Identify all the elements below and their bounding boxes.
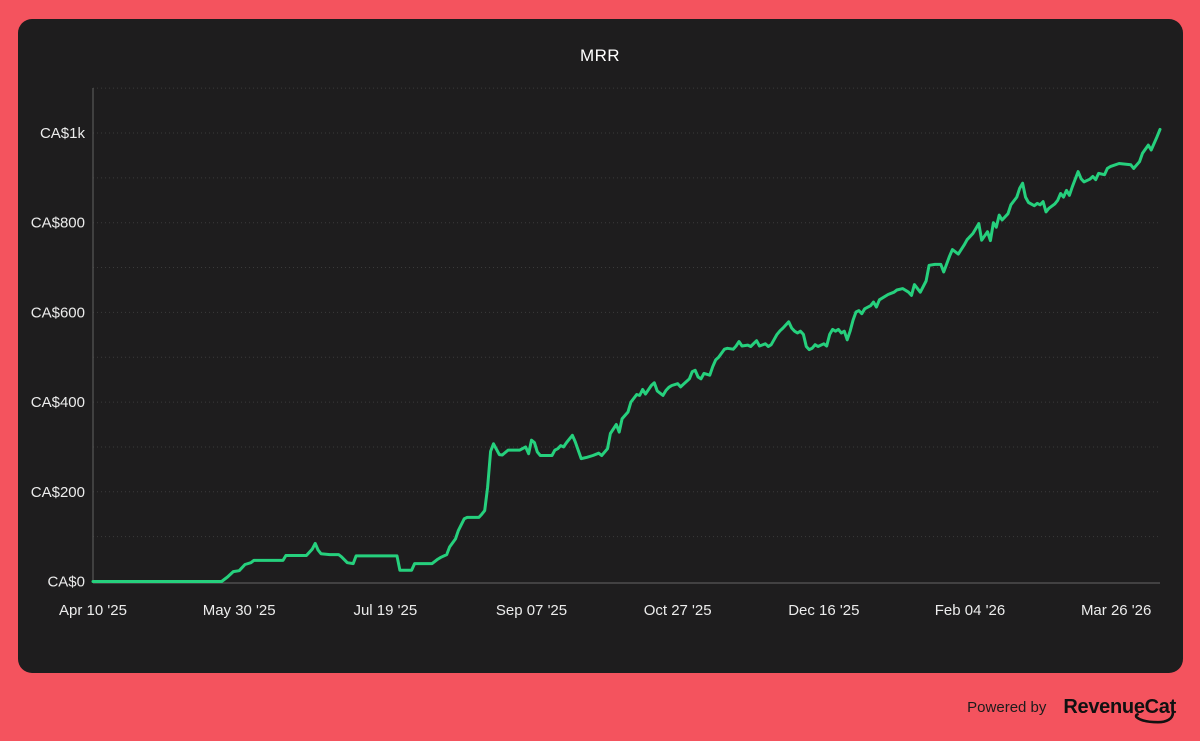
x-tick-label: Feb 04 '26 xyxy=(935,602,1005,619)
powered-by-footer: Powered by RevenueCat xyxy=(0,673,1176,741)
chart-card xyxy=(18,19,1183,673)
x-tick-label: May 30 '25 xyxy=(203,602,276,619)
y-tick-label: CA$0 xyxy=(47,574,85,591)
chart-title: MRR xyxy=(580,46,620,65)
x-tick-label: Mar 26 '26 xyxy=(1081,602,1151,619)
x-tick-label: Jul 19 '25 xyxy=(353,602,417,619)
cat-tail-icon xyxy=(1134,712,1175,724)
revenuecat-wordmark: RevenueCat xyxy=(1063,696,1176,718)
revenuecat-logo[interactable]: RevenueCat xyxy=(1063,696,1176,724)
x-tick-label: Sep 07 '25 xyxy=(496,602,567,619)
mrr-line-series xyxy=(91,127,1162,583)
x-tick-label: Dec 16 '25 xyxy=(788,602,859,619)
y-tick-label: CA$600 xyxy=(31,304,85,321)
y-tick-label: CA$800 xyxy=(31,215,85,232)
y-tick-label: CA$400 xyxy=(31,394,85,411)
powered-by-label: Powered by xyxy=(967,698,1047,716)
x-tick-label: Oct 27 '25 xyxy=(644,602,712,619)
x-tick-label: Apr 10 '25 xyxy=(59,602,127,619)
y-tick-label: CA$200 xyxy=(31,484,85,501)
y-tick-label: CA$1k xyxy=(40,125,86,142)
